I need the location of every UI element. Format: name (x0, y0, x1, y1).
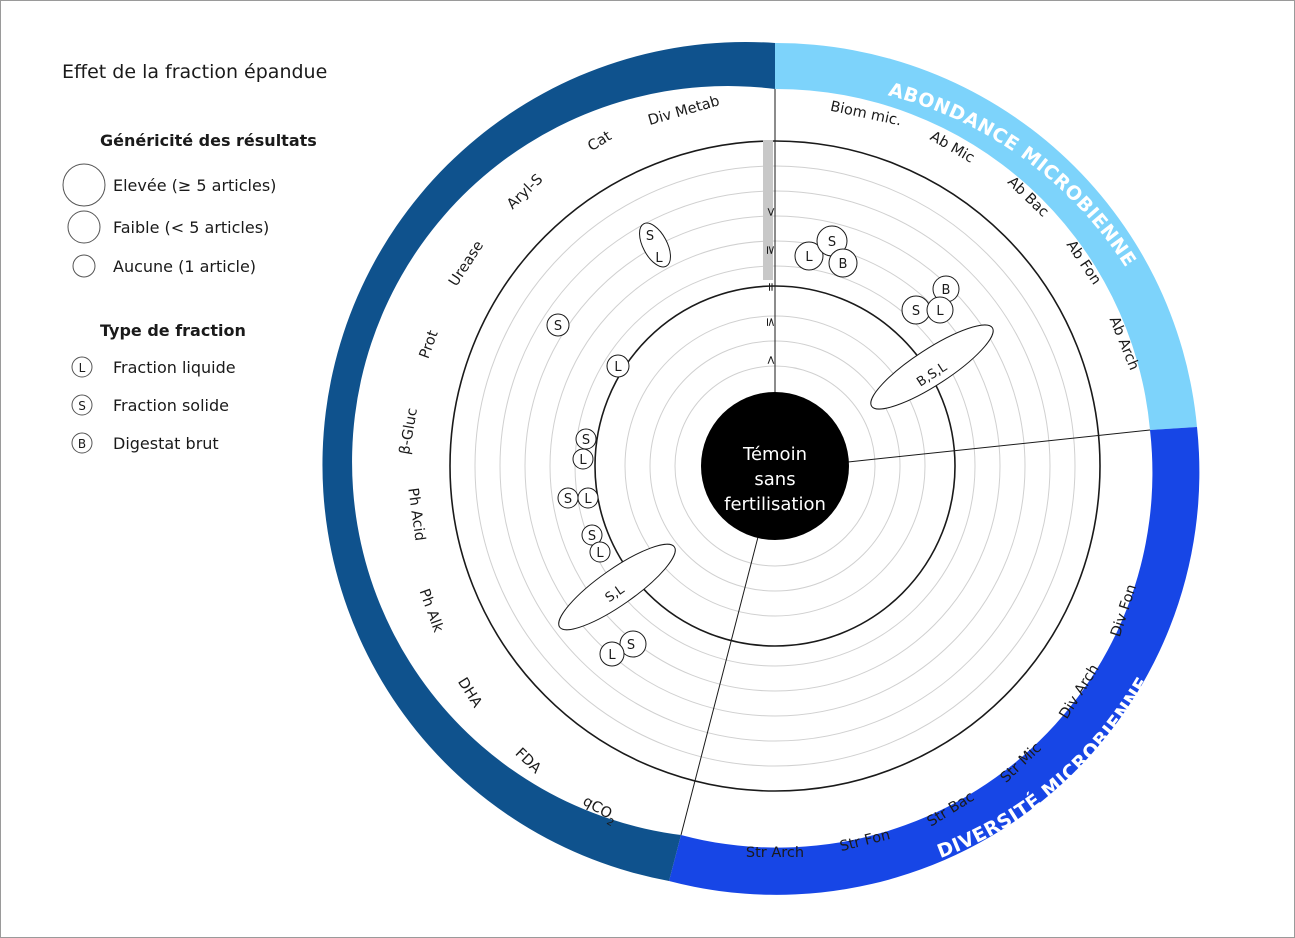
marker-label: S (582, 433, 590, 448)
legend-label: Aucune (1 article) (113, 257, 256, 276)
band-segment-abondance (775, 42, 1197, 431)
legend-heading: Type de fraction (100, 321, 246, 340)
legend-symbol-circle (71, 432, 93, 454)
spoke-label: Str Arch (746, 845, 804, 861)
scale-symbol-less-equal: ≤ (764, 317, 778, 327)
category-band (322, 41, 1200, 895)
marker-label: L (584, 492, 592, 507)
medium-markers (794, 225, 960, 325)
ellipse-marker-sl-catalase: S L (639, 222, 671, 268)
marker-label: S (828, 235, 836, 250)
legend-symbol: L (79, 361, 86, 375)
legend-label: Fraction solide (113, 396, 229, 415)
marker-label: L (805, 250, 813, 265)
legend-symbol: S (78, 399, 86, 413)
band-segment-diversite (669, 427, 1200, 895)
legend-circle-medium (67, 210, 101, 244)
marker-label: S (564, 492, 572, 507)
control-center (701, 392, 849, 540)
legend-fraction: Type de fraction L Fraction liquide S Fr… (71, 321, 246, 454)
small-marker-labels: S L S L S L S L L S (554, 319, 635, 663)
ellipse-label: S (646, 229, 654, 244)
legend-label: Faible (< 5 articles) (113, 218, 269, 237)
scale-symbol-less: < (764, 355, 778, 365)
ellipse-marker-bsl: B,S,L (870, 324, 994, 410)
diagram-title: Effet de la fraction épandue (62, 61, 327, 83)
marker-label: S (627, 638, 635, 653)
legend-symbol: B (78, 437, 86, 451)
marker-label: S (588, 529, 596, 544)
marker-label: B (839, 257, 848, 272)
marker-label: L (614, 360, 622, 375)
small-markers (546, 313, 647, 667)
legend-heading: Généricité des résultats (100, 131, 317, 150)
legend-symbol-circle (71, 394, 93, 416)
center-label-line3: fertilisation (724, 494, 826, 515)
scale-bar (763, 140, 773, 280)
scale-symbol-equal: = (764, 282, 778, 292)
scale-symbols: > ≥ = ≤ < (764, 207, 778, 365)
legend-circle-small (72, 254, 96, 278)
ellipse-marker-sl-activites: S,L (558, 543, 676, 631)
center-label-line1: Témoin (742, 444, 807, 465)
legend-label: Digestat brut (113, 434, 219, 453)
legend-label: Elevée (≥ 5 articles) (113, 176, 276, 195)
marker-label: S (554, 319, 562, 334)
marker-label: L (936, 304, 944, 319)
marker-label: B (942, 283, 951, 298)
spoke-label: Ph Acid (404, 487, 427, 542)
legend-generality: Généricité des résultats Elevée (≥ 5 art… (62, 131, 317, 278)
marker-label: L (596, 546, 604, 561)
marker-label: L (608, 648, 616, 663)
scale-symbol-greater: > (764, 207, 778, 217)
marker-label: L (579, 453, 587, 468)
center-label-line2: sans (754, 469, 795, 490)
scale-symbol-greater-equal: ≥ (764, 245, 778, 255)
legend-symbol-circle (71, 356, 93, 378)
sector-dividers (680, 89, 1151, 836)
marker-label: S (912, 304, 920, 319)
legend-label: Fraction liquide (113, 358, 236, 377)
medium-marker-labels: L S B B S L (805, 235, 950, 319)
ellipse-label: L (655, 251, 663, 266)
legend-circle-large (62, 163, 106, 207)
